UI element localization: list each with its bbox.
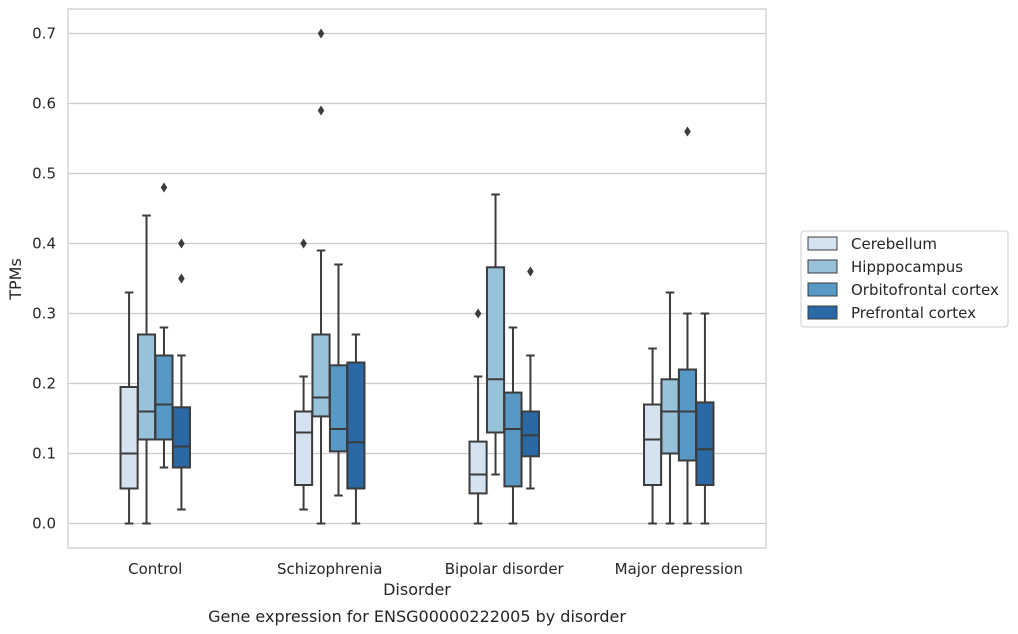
box-iqr bbox=[643, 403, 663, 486]
box-hipppocampus bbox=[660, 291, 680, 525]
chart-caption: Gene expression for ENSG00000222005 by d… bbox=[208, 607, 626, 626]
box-iqr bbox=[677, 368, 698, 462]
box-iqr bbox=[328, 364, 349, 453]
y-tick-labels: 0.0 0.1 0.2 0.3 0.4 0.5 0.6 0.7 bbox=[32, 25, 56, 533]
box-prefrontal-cortex bbox=[520, 266, 540, 490]
x-tick-label: Major depression bbox=[615, 560, 743, 578]
box-prefrontal-cortex bbox=[695, 312, 715, 525]
box-hipppocampus bbox=[311, 28, 331, 525]
box-marks bbox=[119, 28, 715, 525]
box-prefrontal-cortex bbox=[346, 333, 366, 525]
y-tick-label: 0.6 bbox=[32, 95, 56, 113]
box-iqr bbox=[346, 361, 366, 490]
x-tick-label: Control bbox=[128, 560, 182, 578]
x-tick-labels: Control Schizophrenia Bipolar disorder Majo… bbox=[128, 560, 743, 578]
y-tick-label: 0.7 bbox=[32, 25, 56, 43]
y-tick-label: 0.3 bbox=[32, 305, 56, 323]
box-hipppocampus bbox=[485, 193, 506, 476]
box-prefrontal-cortex bbox=[171, 238, 191, 511]
y-axis-label: TPMs bbox=[6, 258, 25, 301]
y-tick-label: 0.1 bbox=[32, 445, 56, 463]
box-iqr bbox=[154, 354, 174, 441]
outlier-point bbox=[317, 28, 325, 39]
box-iqr bbox=[468, 440, 488, 495]
x-tick-label: Bipolar disorder bbox=[445, 560, 565, 578]
box-iqr bbox=[520, 410, 540, 458]
y-tick-label: 0.2 bbox=[32, 375, 56, 393]
box-iqr bbox=[119, 386, 139, 490]
x-tick-label: Schizophrenia bbox=[277, 560, 382, 578]
outlier-point bbox=[684, 126, 691, 137]
legend-swatch bbox=[807, 305, 838, 320]
legend-label: Prefrontal cortex bbox=[851, 304, 976, 322]
box-iqr bbox=[503, 391, 523, 488]
box-cerebellum bbox=[294, 238, 314, 511]
box-iqr bbox=[485, 266, 506, 434]
box-iqr bbox=[294, 410, 314, 486]
box-orbitofrontal-cortex bbox=[503, 326, 523, 525]
box-iqr bbox=[695, 401, 715, 486]
plot-frame bbox=[67, 8, 767, 549]
box-orbitofrontal-cortex bbox=[328, 263, 349, 497]
box-iqr bbox=[660, 378, 680, 455]
legend-swatch bbox=[807, 236, 838, 251]
outlier-point bbox=[160, 182, 168, 193]
outlier-point bbox=[317, 105, 325, 116]
box-cerebellum bbox=[643, 347, 663, 525]
y-tick-label: 0.4 bbox=[32, 235, 56, 253]
outlier-point bbox=[474, 308, 482, 319]
y-tick-label: 0.0 bbox=[32, 515, 56, 533]
legend-label: Orbitofrontal cortex bbox=[851, 281, 999, 299]
outlier-point bbox=[178, 238, 185, 249]
outlier-point bbox=[300, 238, 307, 249]
x-axis-label: Disorder bbox=[383, 580, 451, 599]
box-hipppocampus bbox=[136, 214, 157, 525]
box-cerebellum bbox=[119, 291, 139, 525]
legend: Cerebellum Hipppocampus Orbitofrontal cort… bbox=[800, 230, 1009, 328]
box-iqr bbox=[171, 406, 191, 469]
legend-swatch bbox=[807, 259, 838, 274]
legend-frame bbox=[800, 230, 1009, 328]
box-iqr bbox=[136, 333, 157, 441]
legend-label: Cerebellum bbox=[851, 235, 937, 253]
legend-swatch bbox=[807, 282, 838, 297]
outlier-point bbox=[178, 273, 185, 284]
box-iqr bbox=[311, 333, 331, 418]
y-tick-label: 0.5 bbox=[32, 165, 56, 183]
box-orbitofrontal-cortex bbox=[154, 182, 174, 469]
outlier-point bbox=[527, 266, 534, 277]
legend-label: Hipppocampus bbox=[851, 258, 963, 276]
box-cerebellum bbox=[468, 308, 488, 525]
box-orbitofrontal-cortex bbox=[677, 126, 698, 525]
